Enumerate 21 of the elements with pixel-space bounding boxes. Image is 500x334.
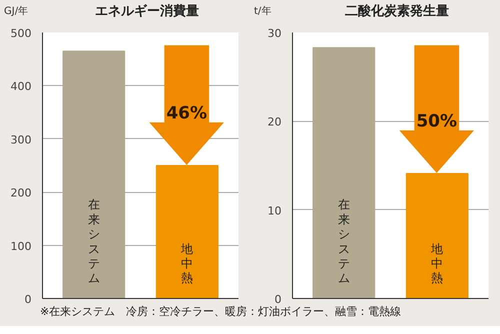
- x-tick-label: 地中熱: [180, 242, 194, 286]
- y-tick-label: 500: [10, 27, 32, 40]
- text: ※在来システム 冷房：空冷チラー、暖房：灯油ボイラー、融雪：電熱線: [40, 304, 402, 320]
- chart-title: 二酸化炭素発生量: [345, 2, 449, 21]
- y-tick-label: 20: [268, 116, 282, 129]
- x-tick-label: 在来システム: [88, 198, 100, 286]
- y-tick-label: 100: [10, 240, 32, 253]
- y-tick-label: 30: [268, 27, 282, 40]
- y-tick-label: 300: [10, 133, 32, 146]
- y-axis-title: t/年: [254, 5, 272, 19]
- y-tick-label: 10: [268, 204, 282, 218]
- y-tick-label: 400: [10, 80, 32, 94]
- x-tick-label: 地中熱: [430, 242, 444, 286]
- annotation: 50%: [416, 111, 458, 132]
- y-tick-label: 0: [24, 293, 32, 306]
- y-axis-title: GJ/年: [4, 5, 28, 19]
- annotation: 46%: [166, 103, 208, 124]
- y-tick-label: 200: [10, 186, 32, 200]
- y-tick-label: 0: [274, 293, 282, 306]
- chart-title: エネルギー消費量: [95, 3, 199, 21]
- x-tick-label: 在来システム: [338, 198, 350, 286]
